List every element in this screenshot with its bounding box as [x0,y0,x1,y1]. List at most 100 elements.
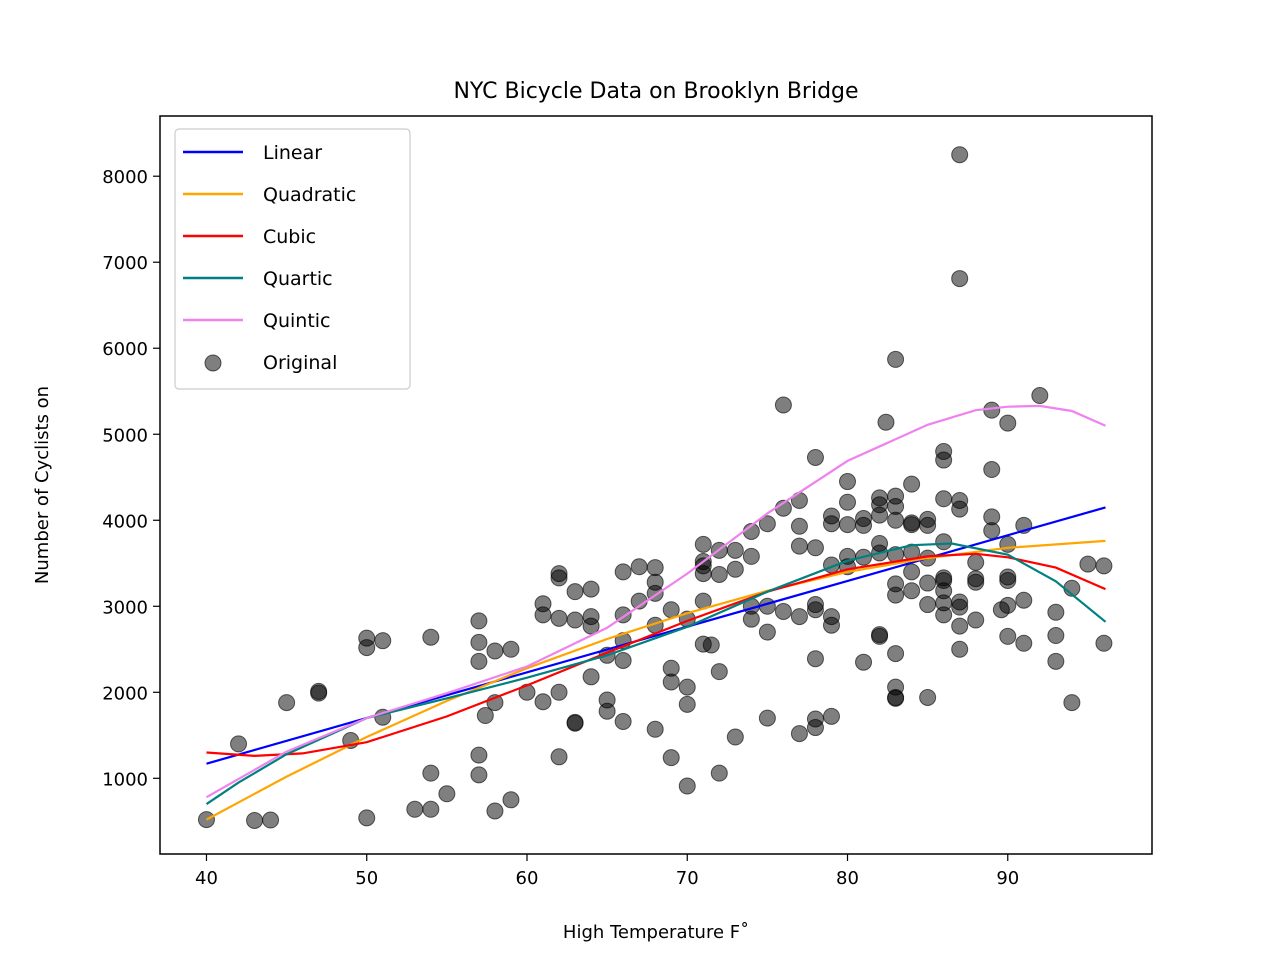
scatter-point [790,608,808,626]
scatter-point [710,565,728,583]
scatter-point [935,490,953,508]
legend-label: Linear [263,142,322,164]
scatter-point [646,559,664,577]
scatter-point [358,639,376,657]
legend-label: Quadratic [263,184,356,206]
scatter-point [855,653,873,671]
scatter-point [278,694,296,712]
scatter-point [839,473,857,491]
scatter-point [967,553,985,571]
scatter-point [502,791,520,809]
scatter-point [999,535,1017,553]
scatter-point [967,573,985,591]
scatter-point [806,650,824,668]
legend-label: Quintic [263,310,331,332]
y-tick-label: 4000 [102,511,148,532]
scatter-point [646,720,664,738]
scatter-point [310,682,328,700]
x-axis-label: High Temperature F˚ [563,922,749,943]
scatter-point [197,811,215,829]
scatter-point [903,563,921,581]
scatter-point [742,547,760,565]
scatter-point [887,689,905,707]
scatter-point [614,713,632,731]
series-line-cubic [206,552,1106,758]
scatter-point [951,598,969,616]
y-tick-label: 8000 [102,167,148,188]
scatter-point [758,623,776,641]
scatter-point [550,683,568,701]
legend-box [174,128,411,390]
scatter-point [967,611,985,629]
scatter-point [822,515,840,533]
scatter-point [582,580,600,598]
y-axis: 1000 2000 3000 4000 5000 6000 7000 8000 [102,167,160,790]
scatter-point [358,809,376,827]
scatter-point [951,270,969,288]
y-tick-label: 5000 [102,425,148,446]
scatter-point [919,516,937,534]
scatter-point [774,396,792,414]
scatter-point [726,560,744,578]
scatter-point [662,673,680,691]
scatter-point [919,688,937,706]
scatter-point [999,596,1017,614]
scatter-point [726,728,744,746]
scatter-point [935,451,953,469]
x-tick-label: 50 [355,868,378,889]
scatter-point [662,601,680,619]
y-tick-label: 3000 [102,597,148,618]
scatter-point [710,663,728,681]
scatter-point [951,617,969,635]
scatter-point [550,569,568,587]
scatter-point [422,628,440,646]
y-tick-label: 6000 [102,339,148,360]
scatter-point [1095,634,1113,652]
scatter-point [790,537,808,555]
scatter-point [758,709,776,727]
scatter-point [262,811,280,829]
scatter-point [839,516,857,534]
scatter-point [534,606,552,624]
scatter-point [678,777,696,795]
scatter-point [790,725,808,743]
scatter-point [598,702,616,720]
scatter-point [951,146,969,164]
scatter-point [999,414,1017,432]
chart-title: NYC Bicycle Data on Brooklyn Bridge [453,79,858,104]
scatter-point [470,633,488,651]
scatter-point [702,636,720,654]
scatter-point [678,695,696,713]
scatter-point [806,539,824,557]
scatter-point [887,586,905,604]
scatter-point [486,642,504,660]
y-tick-label: 2000 [102,683,148,704]
scatter-point [566,713,584,731]
scatter-point [694,565,712,583]
scatter-point [614,651,632,669]
scatter-point [1047,652,1065,670]
scatter-point [230,735,248,753]
y-axis-label: Number of Cyclists on [32,386,53,584]
scatter-point [470,746,488,764]
scatter-point [855,516,873,534]
scatter-point [919,574,937,592]
scatter-point [790,517,808,535]
scatter-point [1047,627,1065,645]
scatter-point [662,749,680,767]
scatter-point [582,668,600,686]
scatter-point [919,596,937,614]
scatter-point [774,602,792,620]
legend-label: Original [263,352,337,374]
scatter-point [486,802,504,820]
scatter-point [887,511,905,529]
scatter-point [566,611,584,629]
x-tick-label: 80 [836,868,859,889]
scatter-point [710,764,728,782]
scatter-point [470,612,488,630]
scatter-point [374,632,392,650]
scatter-point [839,493,857,511]
scatter-point [806,448,824,466]
scatter-point [806,601,824,619]
